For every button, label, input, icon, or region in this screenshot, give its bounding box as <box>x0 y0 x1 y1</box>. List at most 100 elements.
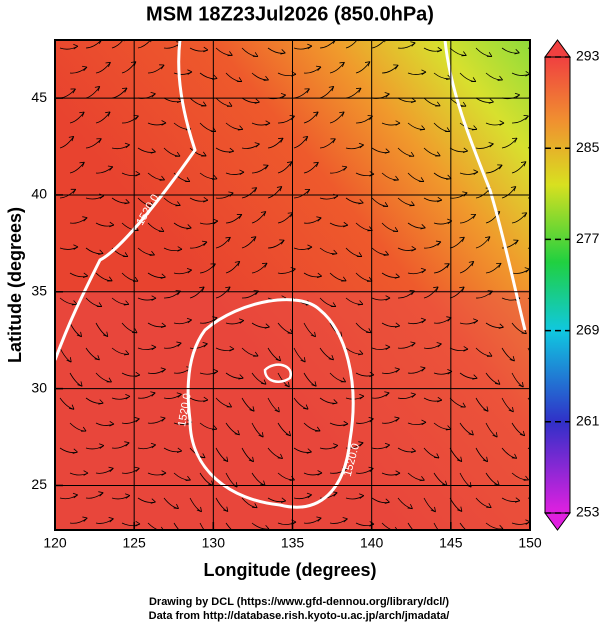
streamline-arrow <box>437 196 443 203</box>
streamline-arrow <box>79 161 85 167</box>
streamline <box>277 161 293 174</box>
streamline-arrow <box>444 127 451 133</box>
streamline-arrow <box>238 374 244 380</box>
streamline-arrow <box>94 355 100 361</box>
chart-title: MSM 18Z23Jul2026 (850.0hPa) <box>146 3 434 25</box>
streamline-arrow <box>332 399 338 405</box>
streamline-arrow <box>249 406 255 412</box>
streamline-arrow <box>498 323 504 329</box>
streamline-arrow <box>444 263 450 269</box>
streamline-arrow <box>76 331 82 338</box>
streamline-arrow <box>468 430 474 436</box>
streamline-arrow <box>226 402 232 408</box>
streamline-arrow <box>435 101 441 107</box>
streamline-arrow <box>77 381 83 387</box>
contour-line <box>186 298 355 509</box>
streamline-arrow <box>420 366 426 372</box>
streamline-arrow <box>456 456 463 462</box>
streamline-arrow <box>66 357 72 363</box>
streamline-arrow <box>473 318 479 324</box>
streamline-arrow <box>514 92 520 99</box>
streamline-arrow <box>150 148 156 154</box>
streamline-arrow <box>302 136 309 142</box>
streamline-arrow <box>185 475 191 481</box>
streamline-arrow <box>341 276 347 282</box>
streamline-arrow <box>471 125 478 131</box>
streamline-arrow <box>437 396 443 403</box>
streamline-arrow <box>382 202 389 207</box>
contour-line <box>263 363 293 383</box>
streamline-arrow <box>134 417 140 423</box>
streamline-arrow <box>310 331 316 338</box>
streamline-arrow <box>263 164 269 170</box>
streamline-arrow <box>151 344 157 351</box>
streamline-arrow <box>124 198 130 205</box>
streamline-arrow <box>158 227 165 232</box>
streamline-arrow <box>252 52 259 57</box>
streamline-arrow <box>186 224 192 230</box>
streamline-arrow <box>418 177 425 182</box>
streamline <box>241 236 257 249</box>
y-axis-label: Latitude (degrees) <box>5 207 25 363</box>
streamline-arrow <box>410 447 416 454</box>
streamline-arrow <box>175 201 181 207</box>
contour-label: 1520.0 <box>176 392 194 427</box>
y-tick-label: 25 <box>31 476 47 492</box>
streamline-arrow <box>173 503 179 509</box>
streamline-arrow <box>496 262 502 268</box>
streamline-arrow <box>313 111 319 117</box>
streamline-arrow <box>260 211 267 217</box>
streamline-arrow <box>108 517 114 523</box>
streamline-arrow <box>94 86 101 92</box>
streamline-arrow <box>262 262 268 268</box>
streamline-arrow <box>332 443 339 449</box>
streamline <box>319 138 336 149</box>
y-tick-label: 30 <box>31 379 47 395</box>
streamline-arrow <box>274 406 280 413</box>
streamline <box>355 61 371 74</box>
streamline-arrow <box>227 51 233 57</box>
streamline-arrow <box>203 196 209 203</box>
streamline <box>137 40 152 49</box>
streamline-arrow <box>284 381 290 388</box>
streamline-arrow <box>419 476 425 482</box>
streamline-arrow <box>73 43 79 50</box>
streamline-arrow <box>494 379 501 385</box>
streamline-arrow <box>394 367 400 373</box>
streamline-arrow <box>535 357 540 362</box>
streamline <box>225 214 243 224</box>
streamline-arrow <box>82 65 88 72</box>
streamline <box>501 137 518 149</box>
streamline-arrow <box>409 151 415 157</box>
streamline-arrow <box>134 466 140 473</box>
streamline-arrow <box>70 88 76 94</box>
streamline-arrow <box>71 300 78 306</box>
streamline-arrow <box>161 470 167 476</box>
streamline-arrow <box>201 101 207 107</box>
streamline-arrow <box>83 470 89 476</box>
streamline-arrow <box>328 354 334 361</box>
streamline-arrow <box>468 261 475 267</box>
streamline-arrow <box>357 350 364 356</box>
streamline-arrow <box>124 142 130 149</box>
streamline-arrow <box>135 170 141 177</box>
streamline-arrow <box>286 161 293 167</box>
streamline-arrow <box>537 404 542 409</box>
streamline-arrow <box>357 300 364 306</box>
streamline-arrow <box>226 101 233 107</box>
streamline-arrow <box>150 391 156 397</box>
streamline <box>459 261 475 274</box>
streamline-arrow <box>68 136 75 142</box>
streamline-arrow <box>213 368 219 375</box>
streamline <box>485 262 502 274</box>
streamline-arrow <box>317 470 323 476</box>
streamline-arrow <box>150 442 156 449</box>
contour-line <box>53 39 197 361</box>
streamline <box>511 212 528 224</box>
streamline-arrow <box>512 137 518 143</box>
streamline-arrow <box>251 187 258 193</box>
streamline-arrow <box>436 342 442 348</box>
streamline-arrow <box>125 393 131 400</box>
streamline-arrow <box>124 441 130 447</box>
